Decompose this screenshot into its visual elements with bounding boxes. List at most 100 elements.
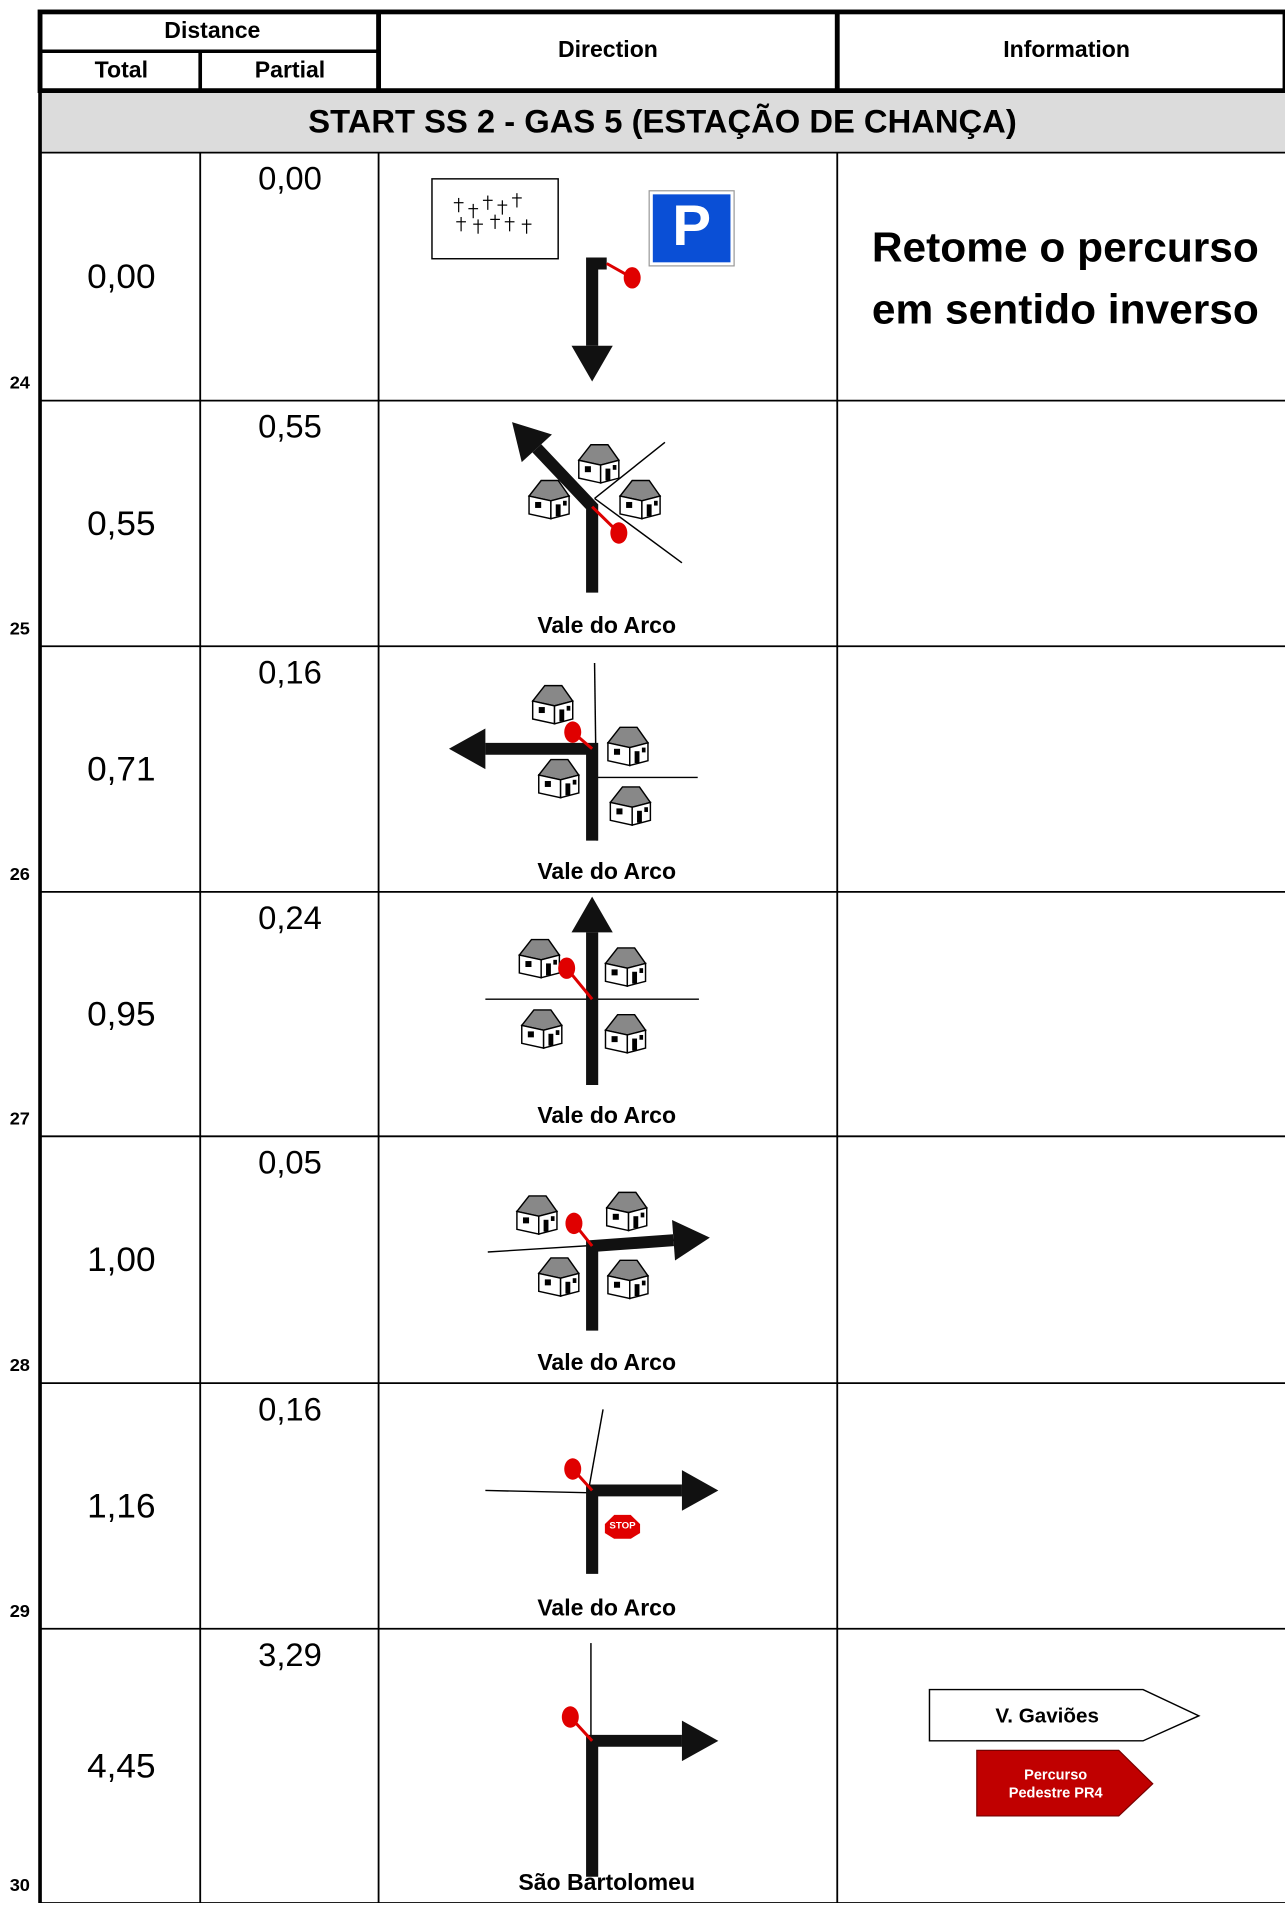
row-number: 24 [10,373,30,393]
house-window [544,780,551,787]
partial-distance: 0,16 [258,1392,322,1428]
place-name: Vale do Arco [537,612,676,638]
house-door [633,1216,639,1229]
header-partial: Partial [255,57,325,83]
row-number: 25 [10,618,30,638]
house-window [644,807,648,812]
house-window [613,748,621,755]
total-distance: 0,95 [87,995,155,1034]
house-icon [520,1009,563,1050]
header-information: Information [1003,36,1130,62]
arrow-head [448,728,486,770]
house-window [566,705,571,711]
section-band [40,90,1285,153]
place-name: Vale do Arco [537,1595,676,1621]
row-number: 26 [10,864,30,884]
place-name: São Bartolomeu [518,1869,695,1895]
total-distance: 1,00 [87,1241,155,1280]
house-icon [606,726,650,767]
arrow-head [681,1720,719,1762]
house-window [612,1213,619,1220]
route-arrow [586,1234,674,1331]
total-distance: 0,00 [87,257,155,296]
house-window [616,808,623,815]
road-line [485,1489,593,1494]
house-window [640,1212,645,1218]
arrow-head [512,422,552,463]
house-window [544,1279,551,1286]
position-dot [561,1706,579,1728]
road-line [587,1409,604,1491]
house-icon [577,444,621,484]
house-window [538,707,545,714]
total-distance: 1,16 [87,1487,155,1526]
house-icon [609,786,652,827]
house-door [632,971,638,984]
parking-letter: P [672,195,711,258]
house-door [565,783,571,796]
house-window [553,959,557,965]
house-window [522,1217,530,1224]
house-door [634,1284,640,1297]
sign-text: V. Gaviões [995,1705,1099,1728]
arrow-head [571,345,613,382]
header-direction: Direction [558,36,658,62]
position-dot [564,721,582,743]
position-dot [564,1458,582,1480]
house-window [641,747,646,753]
position-dot [623,267,641,289]
partial-distance: 0,55 [258,409,322,445]
house-door [605,468,611,481]
total-distance: 0,55 [87,504,155,543]
house-window [535,501,542,508]
house-door [546,963,551,976]
house-icon [604,947,647,988]
section-title: START SS 2 - GAS 5 (ESTAÇÃO DE CHANÇA) [308,103,1016,140]
house-icon [537,1257,580,1298]
sign-text: Percurso Pedestre PR4 [1009,1767,1103,1801]
house-icon [605,1191,648,1232]
position-dot [565,1212,583,1235]
house-icon [604,1013,647,1054]
house-door [565,1281,571,1294]
house-icon [618,479,662,520]
road-line [594,441,666,499]
direction-sign [928,1688,1201,1742]
position-dot [610,522,628,544]
place-name: Vale do Arco [537,1102,676,1128]
row-number: 28 [10,1355,30,1375]
house-window [639,1034,644,1040]
position-dot [558,957,576,979]
header-total: Total [95,57,148,83]
info-text: Retome o percurso [872,224,1259,271]
house-door [637,810,642,823]
house-door [548,1033,554,1046]
house-window [639,968,644,973]
house-window [626,501,633,508]
partial-distance: 0,16 [258,655,322,691]
route-arrow [586,257,607,346]
row-number: 27 [10,1108,30,1128]
house-icon [606,1259,650,1300]
house-window [611,1036,618,1043]
house-icon [531,684,574,725]
route-arrow [586,1734,682,1877]
info-text: em sentido inverso [872,286,1259,333]
house-window [612,465,617,470]
arrow-head [571,896,613,933]
house-icon [537,758,580,799]
house-window [572,779,577,785]
header-distance: Distance [164,17,260,43]
house-door [632,1038,638,1051]
house-door [646,504,652,517]
house-window [572,1278,577,1283]
house-window [584,466,591,473]
partial-distance: 0,24 [258,900,322,936]
place-name: Vale do Arco [537,1349,676,1375]
route-arrow [485,742,599,841]
trail-sign [976,1749,1154,1817]
arrow-head [672,1220,710,1261]
place-name: Vale do Arco [537,858,676,884]
